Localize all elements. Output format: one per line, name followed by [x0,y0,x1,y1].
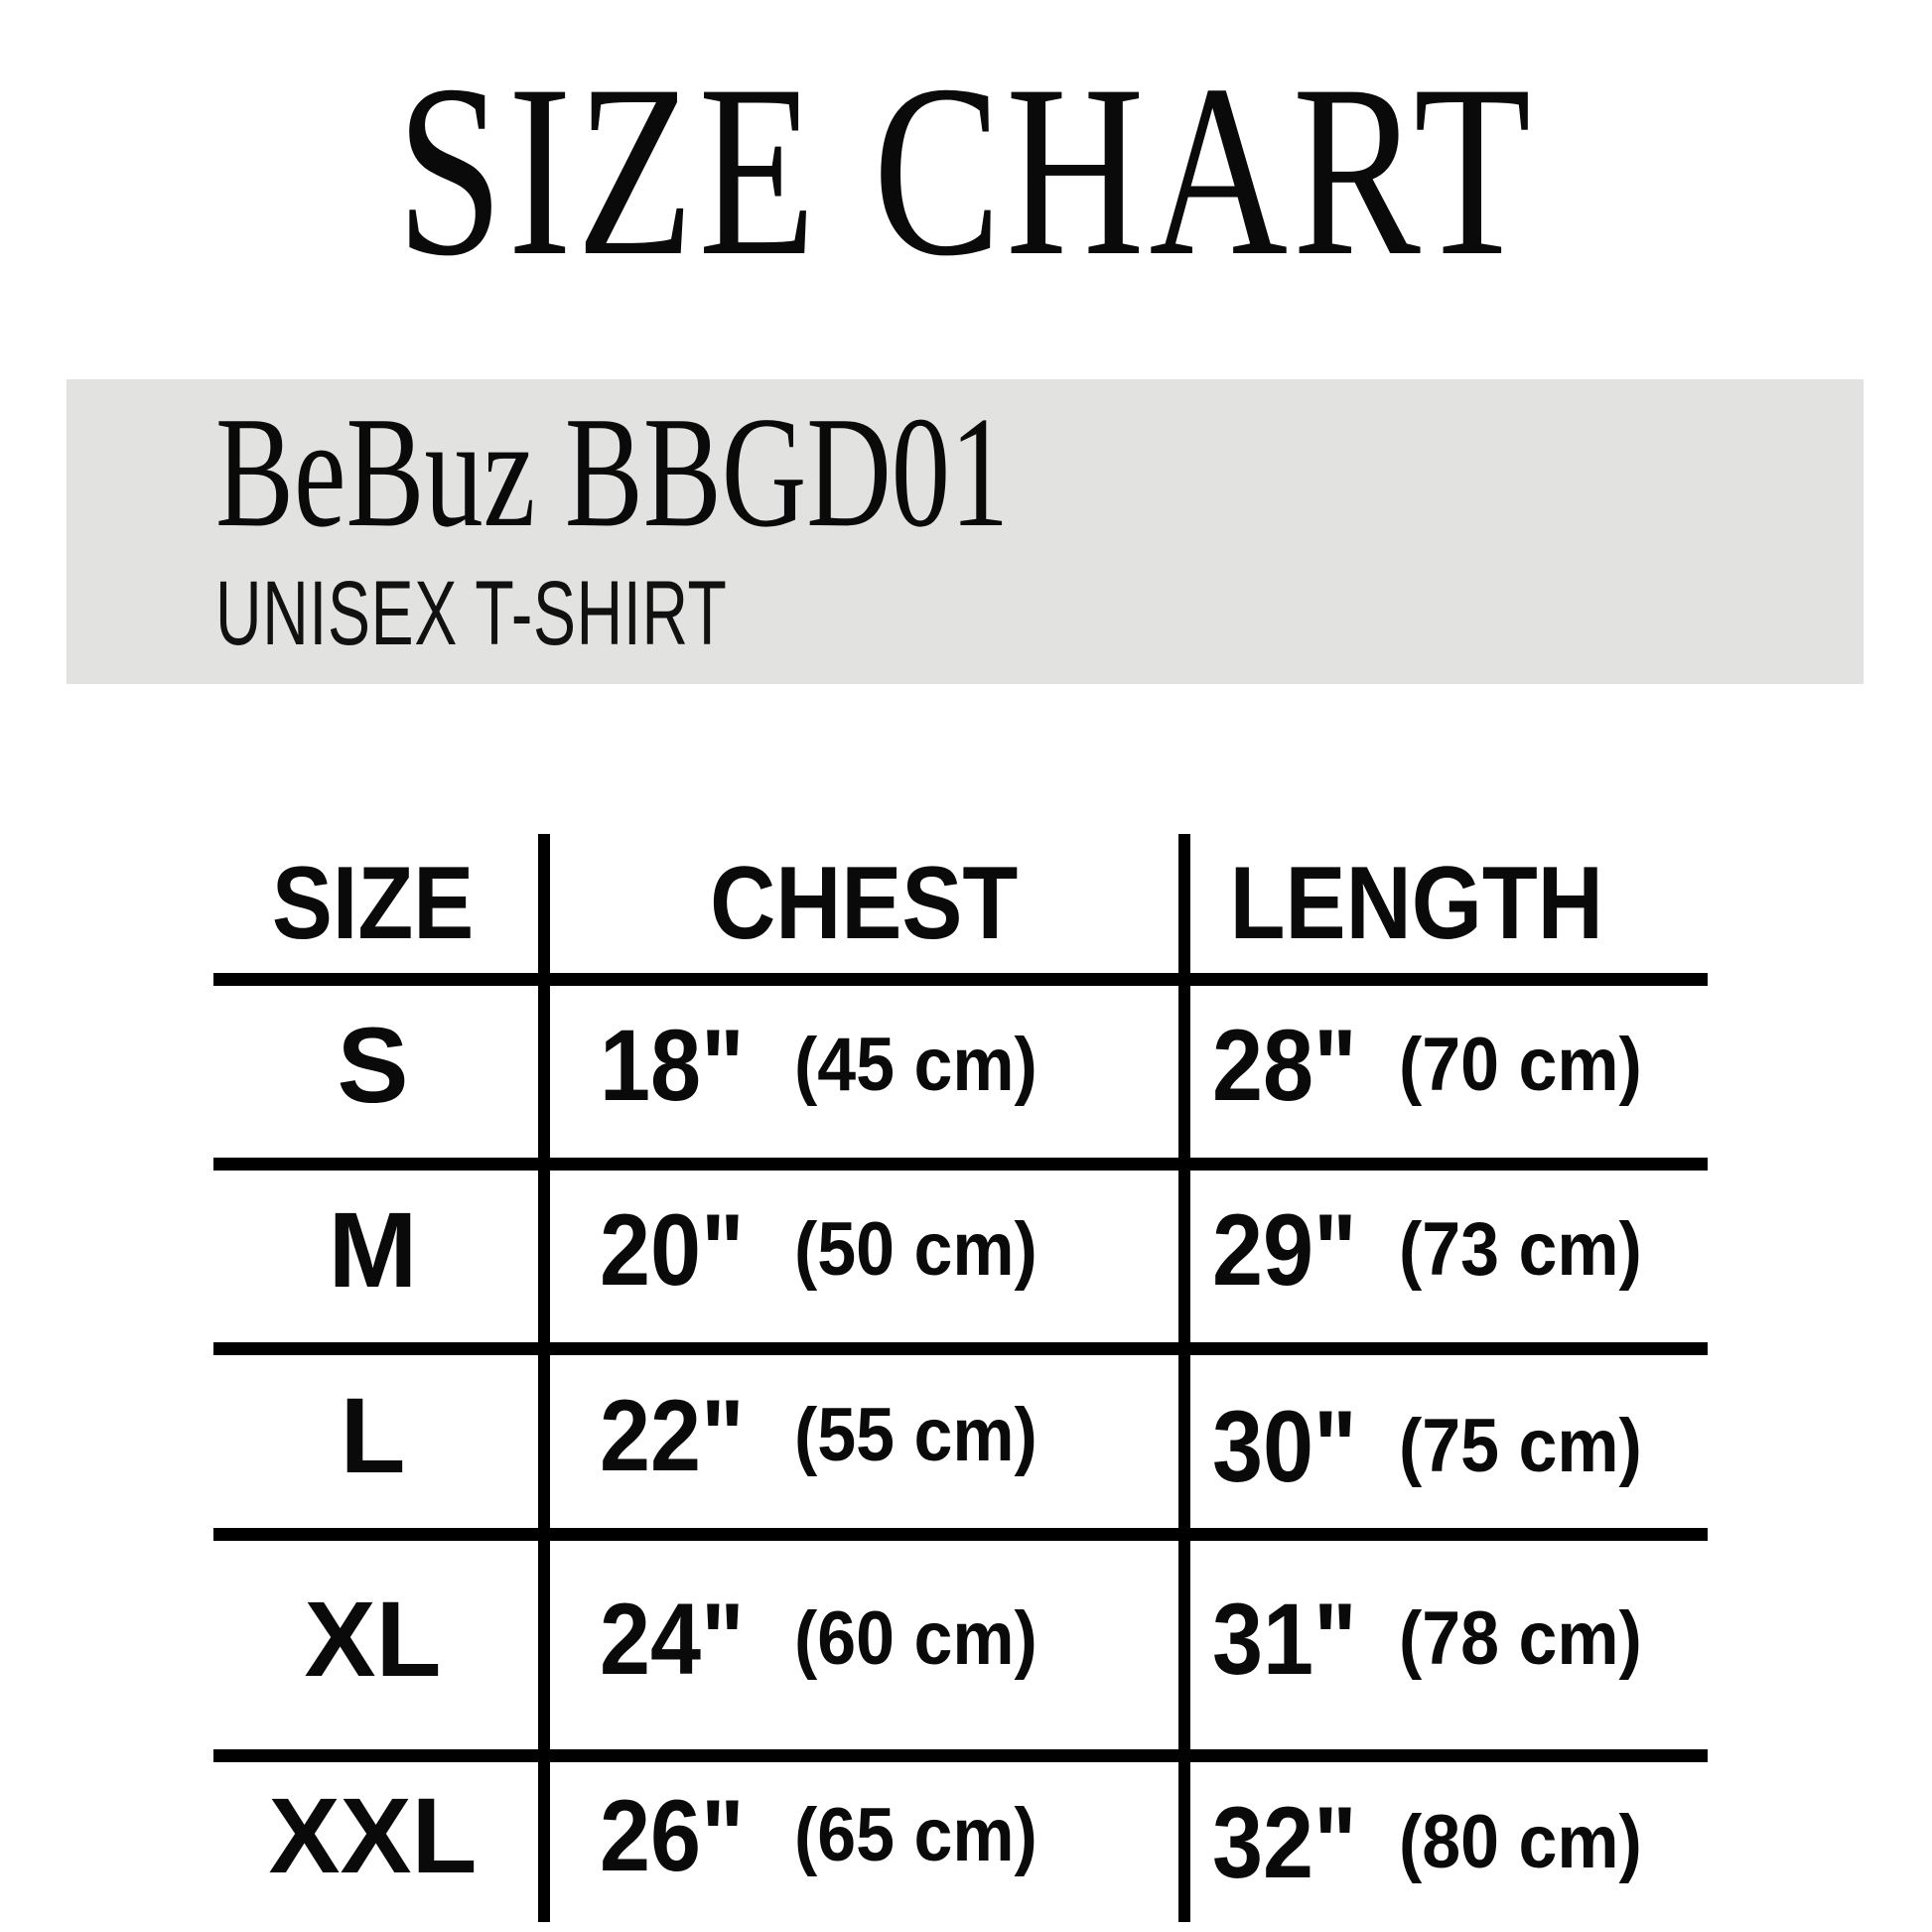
length-centimeters: (75 cm) [1398,1403,1642,1488]
cell-length-l: 30" (75 cm) [1190,1342,1708,1528]
length-inches: 31" [1212,1582,1357,1696]
cell-chest-xxl: 26" (65 cm) [550,1749,1178,1922]
cell-length-xxl: 32" (80 cm) [1190,1749,1708,1922]
table-rule-row-3 [213,1528,1708,1541]
chest-centimeters: (45 cm) [793,1023,1037,1107]
chest-inches: 20" [600,1193,745,1307]
length-inches: 29" [1212,1193,1357,1307]
chest-inches: 22" [600,1378,745,1492]
column-header-chest-label: CHEST [710,846,1019,961]
cell-chest-l: 22" (55 cm) [550,1342,1178,1528]
length-centimeters: (73 cm) [1398,1207,1642,1292]
chest-inches: 26" [600,1779,745,1892]
product-header-band: BeBuz BBGD01 UNISEX T-SHIRT [67,379,1863,684]
column-header-size-label: SIZE [271,846,475,961]
product-name: BeBuz BBGD01 [215,383,1010,560]
column-header-size: SIZE [207,834,538,973]
table-rule-header [213,973,1708,986]
table-rule-row-4 [213,1749,1708,1762]
table-row-size-l: L [207,1342,538,1528]
table-row-size-xxl: XXL [207,1749,538,1922]
length-inches: 28" [1212,1009,1357,1122]
column-header-length: LENGTH [1190,834,1708,973]
size-label: L [340,1374,406,1495]
size-label: S [337,1005,409,1125]
size-label: XL [304,1578,442,1699]
column-header-chest: CHEST [550,834,1178,973]
chest-centimeters: (50 cm) [793,1207,1037,1292]
length-inches: 32" [1212,1786,1357,1899]
length-inches: 30" [1212,1389,1357,1503]
table-row-size-m: M [207,1158,538,1342]
length-centimeters: (70 cm) [1398,1023,1642,1107]
cell-chest-m: 20" (50 cm) [550,1158,1178,1342]
chest-centimeters: (60 cm) [793,1595,1037,1681]
size-label: M [328,1189,418,1310]
table-rule-row-2 [213,1342,1708,1355]
cell-chest-xl: 24" (60 cm) [550,1528,1178,1749]
chest-centimeters: (55 cm) [793,1392,1037,1477]
length-centimeters: (80 cm) [1398,1800,1642,1884]
length-centimeters: (78 cm) [1398,1595,1642,1681]
table-divider-chest-length [1178,834,1190,1922]
table-row-size-xl: XL [207,1528,538,1749]
cell-chest-s: 18" (45 cm) [550,973,1178,1158]
size-chart-table: SIZE CHEST LENGTH S 18" (45 cm) 28" (70 … [213,834,1708,1922]
page-title: SIZE CHART [396,34,1536,307]
table-divider-size-chest [538,834,550,1922]
chest-inches: 24" [600,1582,745,1696]
size-label: XXL [268,1775,478,1895]
cell-length-s: 28" (70 cm) [1190,973,1708,1158]
column-header-length-label: LENGTH [1229,846,1603,961]
cell-length-m: 29" (73 cm) [1190,1158,1708,1342]
chest-centimeters: (65 cm) [793,1793,1037,1877]
table-row-size-s: S [207,973,538,1158]
product-subtitle: UNISEX T-SHIRT [215,563,728,664]
table-rule-row-1 [213,1158,1708,1171]
cell-length-xl: 31" (78 cm) [1190,1528,1708,1749]
chest-inches: 18" [600,1009,745,1122]
